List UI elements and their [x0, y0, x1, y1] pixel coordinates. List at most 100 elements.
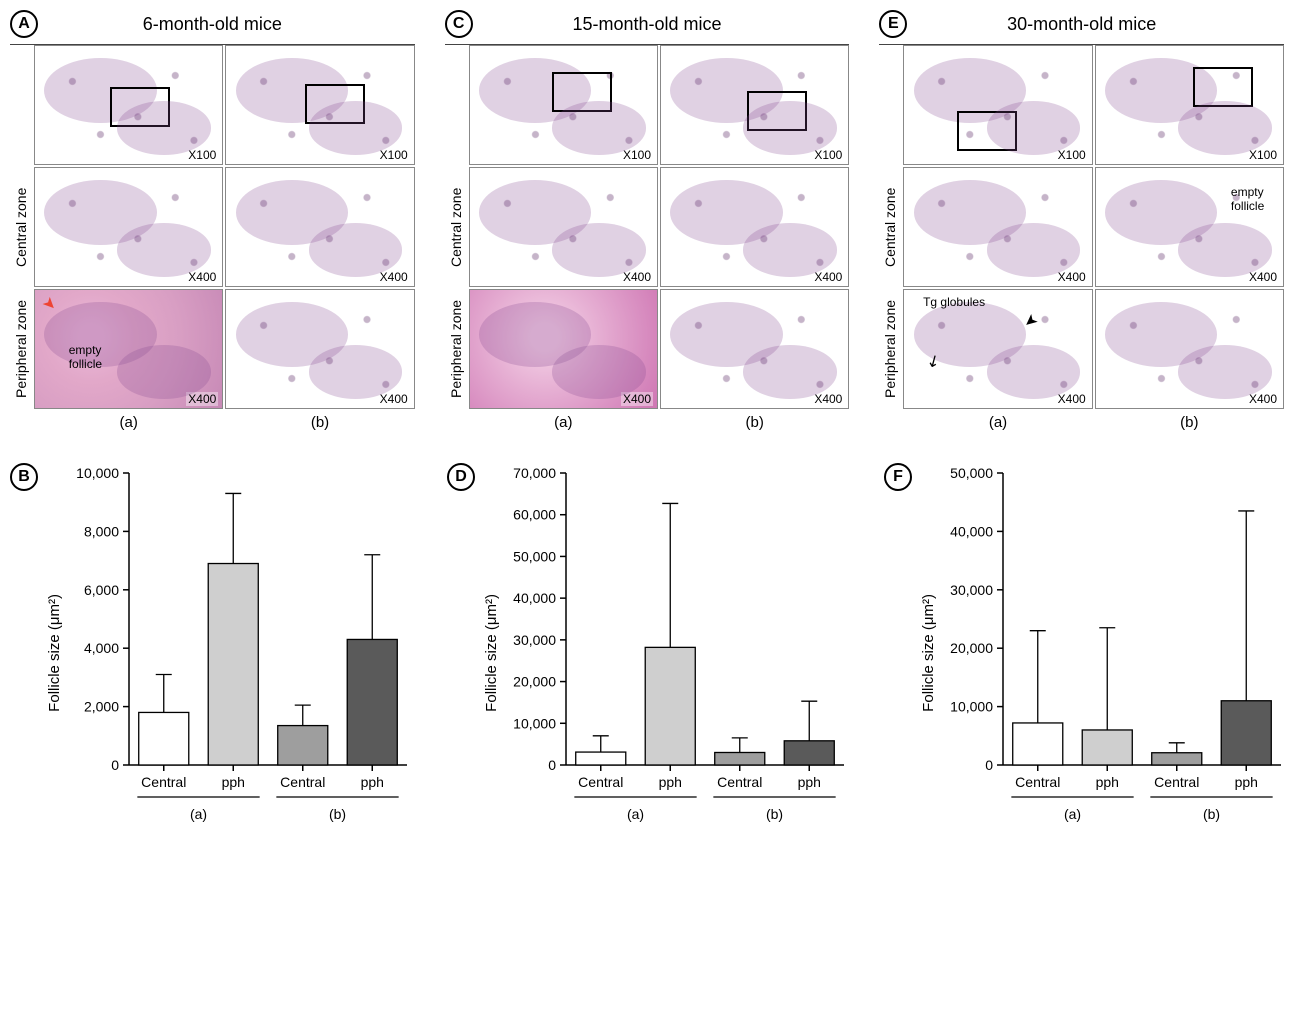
micro-E-a-overview: X100 — [903, 45, 1092, 165]
micro-grid-C: X100 X100 Central zone X400 X400 Periphe… — [445, 44, 850, 433]
svg-text:pph: pph — [1235, 774, 1258, 790]
micro-E-a-central: X400 — [903, 167, 1092, 287]
mag-label: X100 — [621, 148, 653, 162]
rowlabel-central: Central zone — [445, 167, 467, 287]
panel-E-header: E 30-month-old mice — [879, 10, 1284, 38]
panel-B: B Follicle size (μm²) 02,0004,0006,0008,… — [10, 463, 417, 843]
svg-text:Central: Central — [717, 774, 762, 790]
panel-F: F Follicle size (μm²) 010,00020,00030,00… — [884, 463, 1291, 843]
svg-text:30,000: 30,000 — [513, 632, 556, 648]
ylabel-D: Follicle size (μm²) — [483, 594, 500, 712]
chart-D: 010,00020,00030,00040,00050,00060,00070,… — [504, 463, 854, 843]
panel-title-C: 15-month-old mice — [481, 14, 814, 35]
mag-label: X400 — [621, 392, 653, 406]
svg-text:40,000: 40,000 — [950, 523, 993, 539]
mag-label: X100 — [186, 148, 218, 162]
panel-E: E 30-month-old mice X100 X100 Central zo… — [879, 10, 1284, 433]
svg-text:(b): (b) — [766, 806, 783, 822]
sublabel-a: (a) — [34, 411, 223, 433]
chart-row: B Follicle size (μm²) 02,0004,0006,0008,… — [10, 463, 1284, 843]
mag-label: X400 — [1056, 270, 1088, 284]
svg-text:pph: pph — [1096, 774, 1119, 790]
mag-label: X400 — [378, 392, 410, 406]
svg-text:60,000: 60,000 — [513, 507, 556, 523]
panel-letter-F: F — [884, 463, 912, 491]
micro-C-a-overview: X100 — [469, 45, 658, 165]
svg-text:10,000: 10,000 — [513, 715, 556, 731]
panel-A: A 6-month-old mice X100 X100 Central zon… — [10, 10, 415, 433]
panel-C: C 15-month-old mice X100 X100 Central zo… — [445, 10, 850, 433]
panel-letter-B: B — [10, 463, 38, 491]
annot-empty-follicle: empty follicle — [69, 343, 102, 371]
figure-root: A 6-month-old mice X100 X100 Central zon… — [10, 10, 1284, 843]
mag-label: X400 — [378, 270, 410, 284]
panel-D: D Follicle size (μm²) 0 10,000 20,000 30,00… — [447, 463, 854, 843]
svg-text:pph: pph — [798, 774, 821, 790]
sublabel-a: (a) — [903, 411, 1092, 433]
svg-text:0: 0 — [985, 757, 993, 773]
svg-text:6,000: 6,000 — [84, 582, 119, 598]
svg-text:10,000: 10,000 — [950, 699, 993, 715]
micro-A-a-peripheral: ➤ empty follicle X400 — [34, 289, 223, 409]
svg-text:Central: Central — [141, 774, 186, 790]
panel-title-A: 6-month-old mice — [46, 14, 379, 35]
micro-C-b-overview: X100 — [660, 45, 849, 165]
micro-A-b-peripheral: X400 — [225, 289, 414, 409]
svg-text:20,000: 20,000 — [950, 640, 993, 656]
micro-grid-E: X100 X100 Central zone X400 empty follic… — [879, 44, 1284, 433]
svg-text:20,000: 20,000 — [513, 674, 556, 690]
svg-text:pph: pph — [361, 774, 384, 790]
mag-label: X400 — [812, 270, 844, 284]
black-arrow-icon: ↘ — [922, 351, 946, 373]
mag-label: X400 — [1056, 392, 1088, 406]
micro-A-b-central: X400 — [225, 167, 414, 287]
ylabel-B: Follicle size (μm²) — [46, 594, 63, 712]
svg-text:pph: pph — [659, 774, 682, 790]
panel-letter-C: C — [445, 10, 473, 38]
micro-C-b-central: X400 — [660, 167, 849, 287]
svg-text:50,000: 50,000 — [513, 548, 556, 564]
mag-label: X100 — [812, 148, 844, 162]
micro-E-b-peripheral: X400 — [1095, 289, 1284, 409]
mag-label: X400 — [1247, 392, 1279, 406]
svg-text:0: 0 — [111, 757, 119, 773]
sublabel-b: (b) — [225, 411, 414, 433]
sublabel-a: (a) — [469, 411, 658, 433]
mag-label: X400 — [621, 270, 653, 284]
micro-C-a-peripheral: X400 — [469, 289, 658, 409]
rowlabel-central: Central zone — [10, 167, 32, 287]
svg-text:0: 0 — [548, 757, 556, 773]
histology-row: A 6-month-old mice X100 X100 Central zon… — [10, 10, 1284, 433]
micro-C-b-peripheral: X400 — [660, 289, 849, 409]
mag-label: X400 — [812, 392, 844, 406]
ylabel-F: Follicle size (μm²) — [920, 594, 937, 712]
rowlabel-peripheral: Peripheral zone — [10, 289, 32, 409]
svg-text:40,000: 40,000 — [513, 590, 556, 606]
svg-text:50,000: 50,000 — [950, 465, 993, 481]
svg-text:(a): (a) — [190, 806, 207, 822]
rowlabel-peripheral: Peripheral zone — [879, 289, 901, 409]
chart-B: 02,0004,0006,0008,00010,000CentralpphCen… — [67, 463, 417, 843]
panel-title-E: 30-month-old mice — [915, 14, 1248, 35]
micro-E-a-peripheral: Tg globules ➤ ↘ X400 — [903, 289, 1092, 409]
panel-letter-A: A — [10, 10, 38, 38]
svg-text:2,000: 2,000 — [84, 699, 119, 715]
micro-A-a-central: X400 — [34, 167, 223, 287]
black-arrow-icon: ➤ — [1019, 309, 1042, 333]
micro-A-b-overview: X100 — [225, 45, 414, 165]
micro-E-b-central: empty follicle X400 — [1095, 167, 1284, 287]
chart-F: 010,00020,00030,00040,00050,000Centralpp… — [941, 463, 1291, 843]
svg-text:Central: Central — [1154, 774, 1199, 790]
annot-empty-follicle: empty follicle — [1231, 185, 1264, 213]
red-arrow-icon: ➤ — [38, 292, 62, 316]
panel-letter-D: D — [447, 463, 475, 491]
panel-C-header: C 15-month-old mice — [445, 10, 850, 38]
svg-text:(b): (b) — [329, 806, 346, 822]
svg-text:(a): (a) — [1064, 806, 1081, 822]
svg-text:Central: Central — [1015, 774, 1060, 790]
micro-C-a-central: X400 — [469, 167, 658, 287]
micro-E-b-overview: X100 — [1095, 45, 1284, 165]
svg-text:(b): (b) — [1203, 806, 1220, 822]
svg-text:Central: Central — [280, 774, 325, 790]
svg-text:8,000: 8,000 — [84, 523, 119, 539]
